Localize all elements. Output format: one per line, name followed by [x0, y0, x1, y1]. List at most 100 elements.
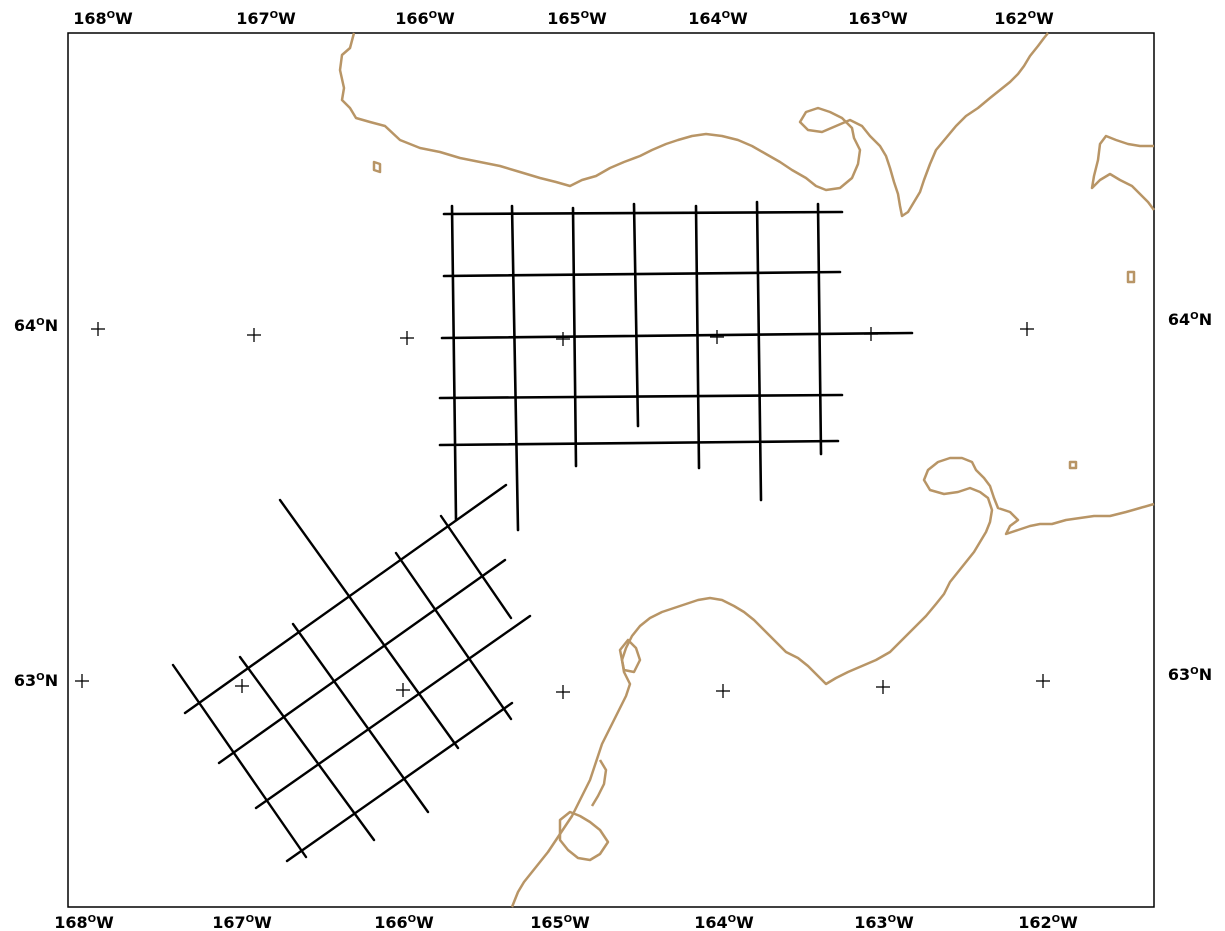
hemisphere: W	[278, 9, 296, 28]
hemisphere: W	[730, 9, 748, 28]
degree-symbol: O	[429, 10, 438, 21]
bottom-lon-label-value: 164	[694, 913, 727, 931]
survey-line	[450, 204, 458, 522]
survey-grid-north	[438, 200, 914, 532]
hemisphere: N	[1199, 310, 1212, 329]
bottom-lon-label: 168OW	[54, 913, 114, 931]
top-lon-label-value: 168	[73, 9, 106, 28]
survey-line	[278, 498, 460, 750]
island-east	[1126, 270, 1136, 284]
bottom-lon-label: 164OW	[694, 913, 754, 931]
hemisphere: W	[896, 913, 914, 931]
bottom-lon-label: 165OW	[530, 913, 590, 931]
bottom-lon-label-value: 168	[54, 913, 87, 931]
bottom-lon-label-value: 163	[854, 913, 887, 931]
right-lat-label: 63ON	[1168, 665, 1212, 684]
top-lon-label-value: 164	[688, 9, 721, 28]
graticule-markers	[75, 322, 1050, 699]
survey-line	[291, 622, 430, 814]
top-lon-label: 167OW	[236, 9, 296, 28]
coastline-north-east	[1090, 134, 1155, 211]
hemisphere: W	[254, 913, 272, 931]
survey-line	[510, 204, 520, 532]
left-lat-label-value: 64	[14, 316, 36, 335]
island-small	[372, 160, 382, 174]
top-lon-label: 164OW	[688, 9, 748, 28]
bottom-lon-label: 166OW	[374, 913, 434, 931]
hemisphere: N	[45, 671, 58, 690]
degree-symbol: O	[1190, 311, 1199, 322]
hemisphere: W	[589, 9, 607, 28]
degree-symbol: O	[1028, 10, 1037, 21]
bottom-lon-label: 167OW	[212, 913, 272, 931]
top-lon-label-value: 167	[236, 9, 269, 28]
bottom-lon-label-value: 162	[1018, 913, 1051, 931]
top-lon-label-value: 166	[395, 9, 428, 28]
degree-symbol: O	[888, 914, 897, 925]
top-lon-label-value: 162	[994, 9, 1027, 28]
degree-symbol: O	[882, 10, 891, 21]
hemisphere: W	[1036, 9, 1054, 28]
survey-line	[394, 551, 513, 721]
left-lat-label-value: 63	[14, 671, 36, 690]
survey-line	[171, 663, 308, 859]
degree-symbol: O	[1190, 666, 1199, 677]
hemisphere: W	[115, 9, 133, 28]
degree-symbol: O	[36, 672, 45, 683]
survey-line	[438, 439, 840, 447]
map-frame	[67, 32, 1155, 908]
left-lat-label: 63ON	[14, 671, 58, 690]
survey-line	[571, 206, 578, 468]
right-lat-label-value: 63	[1168, 665, 1190, 684]
coastline-south-east	[510, 456, 1155, 908]
survey-line	[632, 202, 640, 428]
bottom-lon-label-value: 167	[212, 913, 245, 931]
top-lon-label: 166OW	[395, 9, 455, 28]
degree-symbol: O	[728, 914, 737, 925]
coastline-north	[338, 32, 1049, 218]
survey-line	[442, 270, 842, 278]
survey-line	[217, 558, 507, 765]
survey-line	[440, 331, 914, 340]
degree-symbol: O	[722, 10, 731, 21]
cape-lobe	[618, 638, 642, 674]
survey-line	[438, 393, 844, 400]
survey-line	[254, 614, 532, 810]
degree-symbol: O	[246, 914, 255, 925]
degree-symbol: O	[408, 914, 417, 925]
top-lon-label: 168OW	[73, 9, 133, 28]
degree-symbol: O	[564, 914, 573, 925]
coastline	[338, 32, 1155, 908]
hemisphere: W	[1060, 913, 1078, 931]
hemisphere: W	[416, 913, 434, 931]
hemisphere: N	[1199, 665, 1212, 684]
bottom-lon-label-value: 165	[530, 913, 563, 931]
survey-line	[285, 701, 514, 863]
survey-line	[755, 200, 763, 502]
survey-line	[439, 514, 513, 620]
top-lon-label-value: 163	[848, 9, 881, 28]
degree-symbol: O	[270, 10, 279, 21]
top-longitude-labels: 168OW 167OW 166OW 165OW 164OW 163OW 162OW	[73, 9, 1054, 28]
top-lon-label: 162OW	[994, 9, 1054, 28]
survey-grid-southwest	[171, 483, 532, 863]
right-lat-label: 64ON	[1168, 310, 1212, 329]
hemisphere: W	[572, 913, 590, 931]
survey-line	[238, 655, 376, 842]
bottom-lon-label: 162OW	[1018, 913, 1078, 931]
hemisphere: W	[890, 9, 908, 28]
survey-line	[183, 483, 508, 715]
hemisphere: W	[96, 913, 114, 931]
degree-symbol: O	[36, 317, 45, 328]
top-lon-label: 163OW	[848, 9, 908, 28]
island-east-2	[1068, 460, 1078, 470]
delta-tail	[590, 759, 608, 807]
survey-line	[442, 210, 844, 216]
top-lon-label-value: 165	[547, 9, 580, 28]
degree-symbol: O	[1052, 914, 1061, 925]
bottom-lon-label: 163OW	[854, 913, 914, 931]
left-lat-label: 64ON	[14, 316, 58, 335]
right-lat-label-value: 64	[1168, 310, 1190, 329]
